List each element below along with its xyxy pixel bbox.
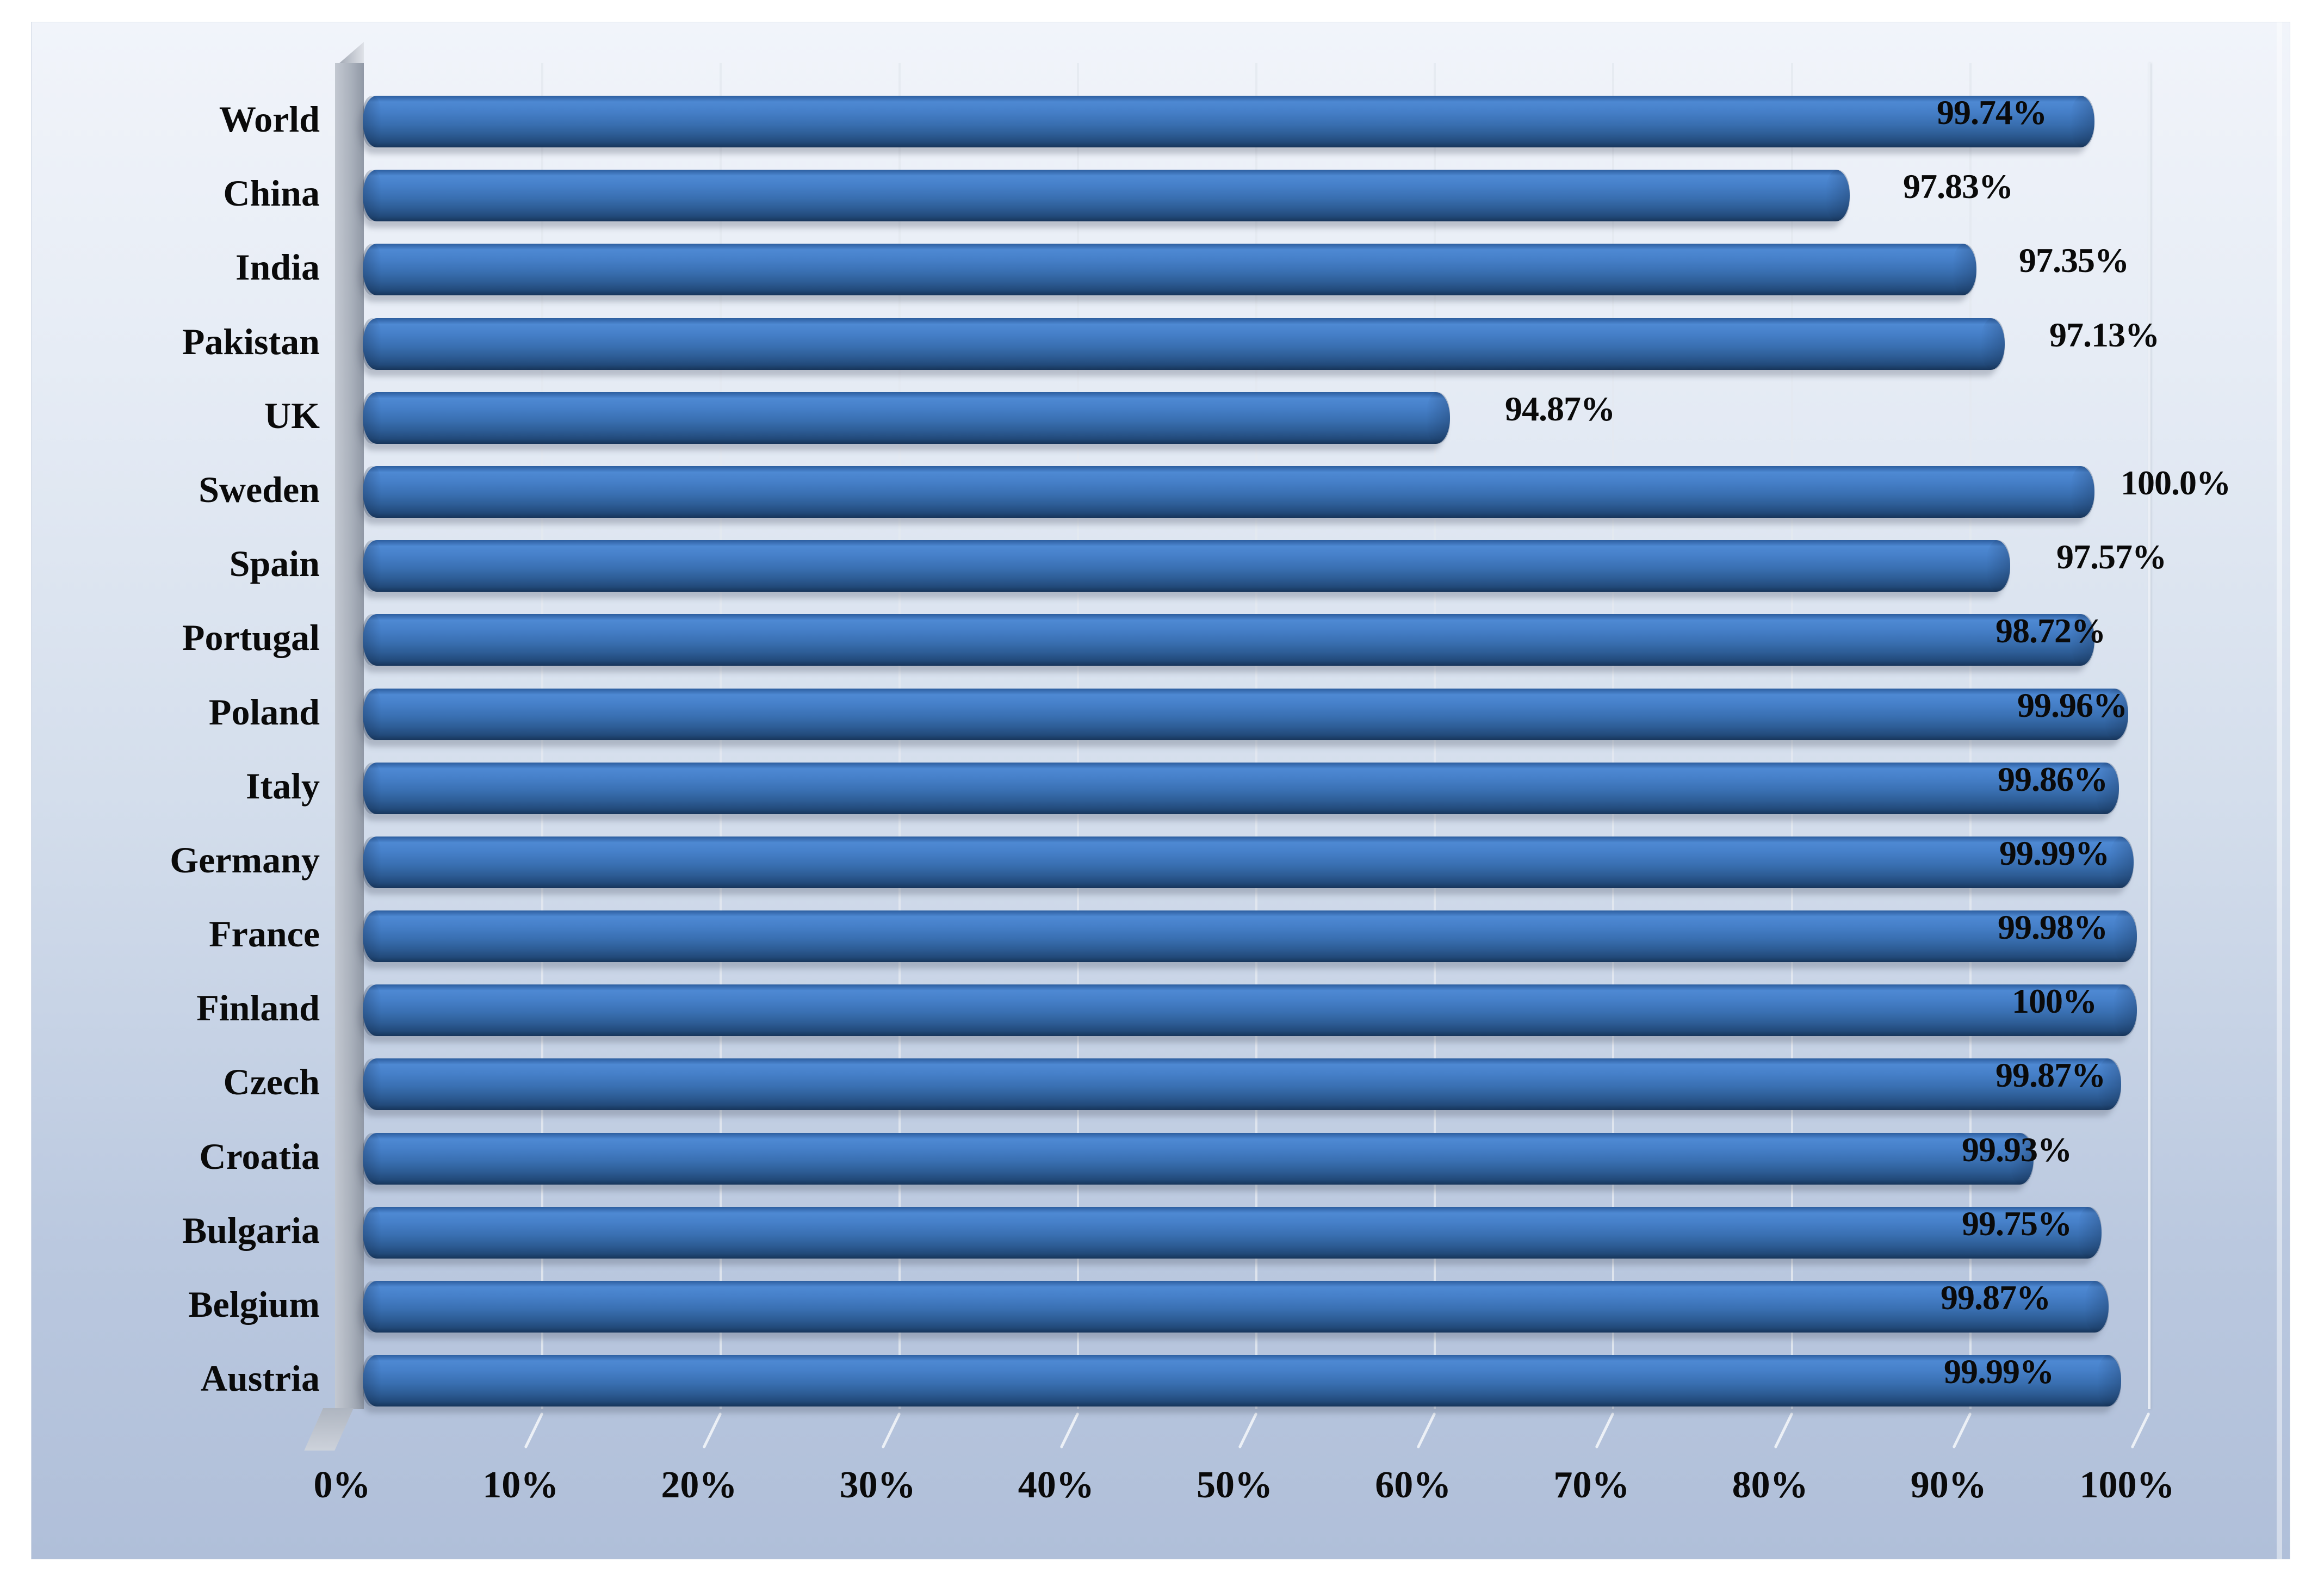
x-axis-tick-label: 10% (482, 1464, 559, 1506)
bar-row: Croatia 99.93% (199, 1122, 2149, 1196)
value-label: 97.57% (2056, 537, 2167, 577)
bar (363, 1281, 2109, 1333)
value-label: 99.86% (1998, 759, 2108, 798)
x-axis-tick-label: 60% (1375, 1464, 1452, 1506)
bar (363, 984, 2137, 1037)
category-label: Finland (196, 987, 320, 1029)
bar (363, 836, 2134, 888)
value-label: 97.83% (1903, 167, 2013, 206)
bar-row: Pakistan 97.13% (182, 307, 2160, 381)
value-label: 99.74% (1937, 93, 2047, 132)
bar-row: UK 94.87% (264, 381, 2149, 455)
category-label: Sweden (199, 468, 320, 510)
bar (363, 1058, 2121, 1111)
chart-panel: World 99.74% China 97.83% India 97.35% Pakista… (31, 22, 2290, 1559)
bar-row: Czech 99.87% (224, 1048, 2149, 1122)
bar (363, 1132, 2034, 1185)
value-label: 99.99% (1944, 1352, 2054, 1391)
x-axis-tick-label: 80% (1732, 1464, 1808, 1506)
value-label: 99.98% (1998, 908, 2108, 947)
category-label: Poland (208, 691, 320, 733)
value-label: 100.0% (2121, 463, 2231, 502)
left-wall (335, 63, 364, 1409)
x-axis: 0% 10% 20% 30% 40% 50% 60% 70% 80% 90% 100% (32, 1464, 2290, 1529)
bar-row: India 97.35% (236, 233, 2149, 307)
bar (363, 688, 2128, 740)
bar-row: Sweden 100.0% (199, 455, 2231, 529)
panel-right-sheen (2277, 22, 2282, 1559)
value-label: 94.87% (1505, 389, 1615, 428)
category-label: Czech (223, 1061, 320, 1103)
bar-row: Spain 97.57% (230, 529, 2167, 603)
category-label: China (223, 172, 320, 214)
value-label: 100% (2012, 982, 2097, 1021)
bar-row: Finland 100% (196, 974, 2149, 1048)
value-label: 99.96% (2017, 685, 2128, 724)
x-axis-tick-label: 100% (2079, 1464, 2175, 1506)
value-label: 97.35% (2019, 241, 2129, 280)
bar-row: Germany 99.99% (170, 826, 2149, 900)
x-axis-tick-label: 90% (1910, 1464, 1987, 1506)
value-label: 99.75% (1962, 1204, 2072, 1243)
bar (363, 392, 1450, 444)
x-axis-tick-label: 40% (1018, 1464, 1094, 1506)
category-label: Germany (170, 839, 320, 881)
value-label: 99.87% (1941, 1278, 2051, 1317)
value-label: 99.93% (1962, 1130, 2072, 1169)
bar (363, 1355, 2121, 1407)
category-label: World (219, 98, 320, 140)
bar (363, 244, 1976, 296)
value-label: 99.87% (1995, 1056, 2106, 1095)
bar (363, 540, 2010, 592)
category-label: Pakistan (182, 320, 320, 362)
gridline (2148, 63, 2151, 1409)
category-label: Croatia (199, 1135, 320, 1177)
x-axis-tick-label: 70% (1553, 1464, 1630, 1506)
bar (363, 1206, 2102, 1259)
bar (363, 466, 2094, 518)
bar-row: Poland 99.96% (209, 678, 2149, 752)
left-wall-base (304, 1408, 354, 1451)
bar-row: Italy 99.86% (246, 752, 2149, 826)
bar (363, 170, 1850, 222)
bar (363, 96, 2094, 147)
bar (363, 614, 2094, 666)
bar-row: World 99.74% (219, 85, 2149, 159)
category-label: UK (264, 394, 320, 436)
bar-row: Austria 99.99% (201, 1344, 2149, 1418)
bar-row: France 99.98% (209, 900, 2149, 974)
bar-row: Portugal 98.72% (182, 603, 2149, 677)
category-label: Austria (200, 1358, 320, 1399)
value-label: 97.13% (2049, 315, 2160, 354)
bar-row: Bulgaria 99.75% (182, 1196, 2149, 1270)
bar (363, 762, 2119, 814)
category-label: France (209, 913, 320, 955)
x-axis-tick-label: 0% (313, 1464, 371, 1506)
bar-row: Belgium 99.87% (188, 1270, 2149, 1344)
bar (363, 910, 2137, 963)
category-label: India (236, 246, 320, 288)
value-label: 98.72% (1995, 611, 2106, 650)
x-axis-tick-label: 20% (661, 1464, 738, 1506)
category-label: Italy (246, 765, 320, 807)
value-label: 99.99% (1999, 833, 2110, 872)
category-label: Bulgaria (182, 1209, 320, 1251)
bar-rows: World 99.74% China 97.83% India 97.35% Pakista… (170, 85, 2231, 1418)
category-label: Portugal (182, 617, 320, 659)
bar-row: China 97.83% (223, 159, 2149, 233)
bar (363, 318, 2005, 370)
category-label: Belgium (188, 1284, 320, 1325)
category-label: Spain (229, 543, 320, 585)
plot-area: World 99.74% China 97.83% India 97.35% Pakista… (170, 63, 2231, 1449)
x-axis-tick-label: 30% (839, 1464, 916, 1506)
x-axis-tick-label: 50% (1197, 1464, 1273, 1506)
